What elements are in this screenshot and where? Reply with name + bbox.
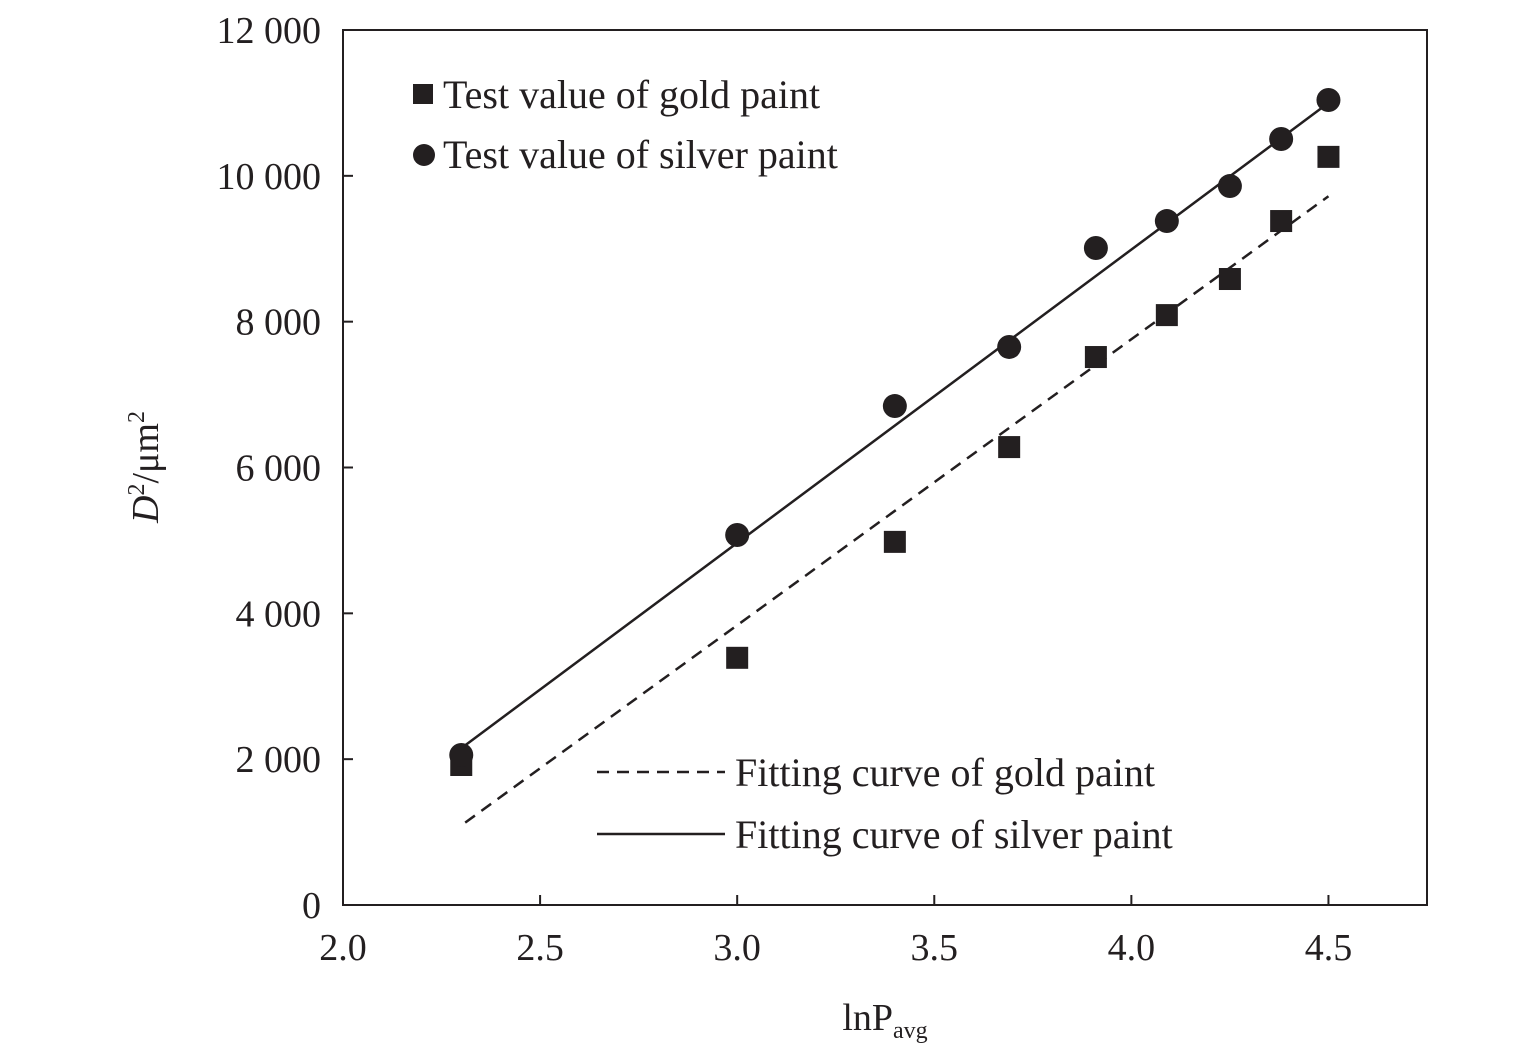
- silver-fit-line: [460, 101, 1330, 750]
- gold-data-point: [726, 646, 749, 669]
- silver-data-point: [449, 743, 474, 768]
- y-tick-label: 8 000: [236, 302, 322, 344]
- silver-data-point: [1316, 88, 1341, 112]
- x-axis-label: lnPavg: [842, 997, 927, 1044]
- legend-silver-points: Test value of silver paint: [443, 132, 838, 177]
- x-tick-label: 4.5: [1305, 927, 1353, 969]
- x-tick-label: 4.0: [1108, 927, 1156, 969]
- gold-data-point: [1218, 268, 1241, 291]
- gold-data-point: [1155, 304, 1178, 327]
- silver-data-point: [882, 394, 907, 419]
- legend-gold-fit: Fitting curve of gold paint: [735, 750, 1155, 795]
- y-tick-label: 2 000: [236, 739, 322, 781]
- silver-data-point: [725, 523, 750, 548]
- legend-gold-points: Test value of gold paint: [443, 72, 820, 117]
- silver-data-point: [1269, 127, 1294, 152]
- gold-data-point: [1270, 210, 1293, 233]
- y-tick-label: 0: [302, 885, 321, 927]
- gold-fit-line: [464, 195, 1330, 824]
- x-tick-label: 2.5: [516, 927, 564, 969]
- legend-silver-fit: Fitting curve of silver paint: [735, 812, 1173, 857]
- y-tick-label: 10 000: [217, 156, 322, 198]
- gold-data-point: [883, 530, 906, 553]
- y-tick-label: 4 000: [236, 593, 322, 635]
- silver-data-point: [1154, 209, 1179, 234]
- y-tick-label: 12 000: [217, 10, 322, 52]
- y-axis-label: D2/μm2: [124, 411, 167, 524]
- silver-data-point: [997, 334, 1022, 359]
- x-tick-label: 3.0: [713, 927, 761, 969]
- silver-data-point: [1083, 236, 1108, 261]
- gold-data-point: [1317, 145, 1340, 168]
- gold-data-point: [998, 436, 1021, 459]
- x-tick-label: 3.5: [911, 927, 959, 969]
- legend-circle-marker: [413, 144, 435, 166]
- y-tick-label: 6 000: [236, 448, 322, 490]
- silver-data-point: [1217, 174, 1242, 199]
- legend-square-marker: [413, 84, 433, 104]
- x-tick-label: 2.0: [319, 927, 367, 969]
- gold-data-point: [1084, 346, 1107, 369]
